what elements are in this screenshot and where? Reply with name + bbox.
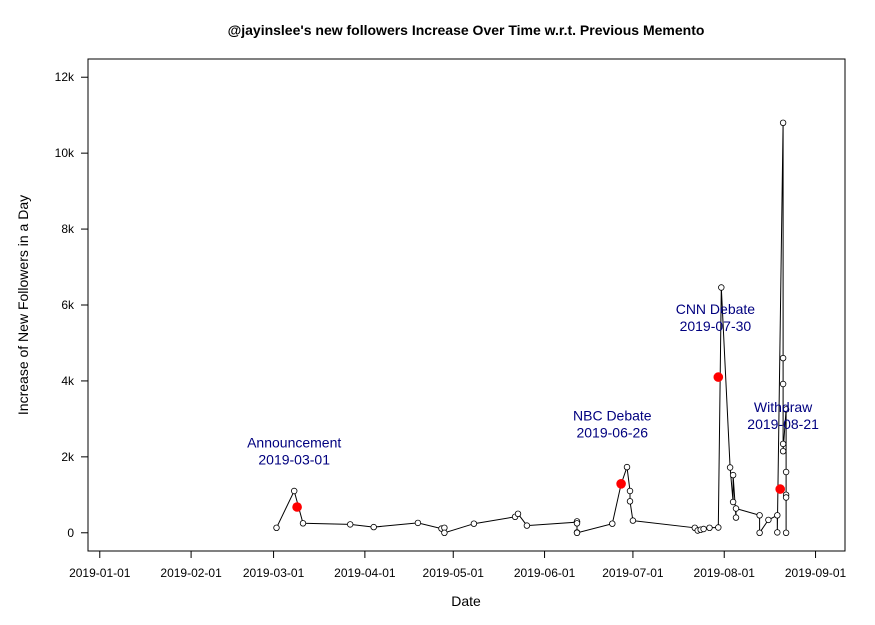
- data-point: [779, 448, 787, 455]
- data-point: [706, 524, 713, 531]
- event-label-date: 2019-08-21: [747, 416, 819, 432]
- data-point: [347, 521, 354, 528]
- x-tick-label: 2019-01-01: [69, 566, 131, 580]
- data-point: [573, 529, 581, 536]
- data-point: [609, 520, 616, 527]
- data-point: [573, 520, 581, 527]
- y-tick-label: 10k: [55, 146, 75, 160]
- data-point: [774, 529, 781, 536]
- y-tick-label: 0: [67, 526, 74, 540]
- x-tick-label: 2019-02-01: [160, 566, 222, 580]
- data-point: [774, 512, 781, 519]
- event-label-title: CNN Debate: [676, 301, 756, 317]
- data-point: [732, 505, 740, 512]
- x-tick-label: 2019-04-01: [334, 566, 396, 580]
- event-label-title: Withdraw: [754, 399, 813, 415]
- event-markers: [292, 372, 785, 512]
- y-tick-label: 2k: [61, 450, 75, 464]
- event-marker: [616, 479, 626, 489]
- chart-title: @jayinslee's new followers Increase Over…: [228, 22, 705, 38]
- x-tick-label: 2019-08-01: [694, 566, 756, 580]
- y-tick-label: 6k: [61, 298, 75, 312]
- event-label-date: 2019-06-26: [576, 425, 648, 441]
- data-point: [729, 471, 737, 479]
- data-point: [779, 119, 787, 126]
- event-label-title: Announcement: [247, 434, 341, 450]
- data-point: [726, 464, 734, 471]
- data-point: [782, 468, 790, 476]
- data-point: [700, 525, 707, 533]
- data-point: [273, 524, 280, 531]
- data-point: [414, 519, 422, 527]
- data-point: [779, 354, 787, 362]
- event-label-date: 2019-03-01: [258, 451, 330, 467]
- data-point: [756, 529, 763, 536]
- x-axis: 2019-01-01 2019-02-01 2019-03-01 2019-04-01…: [69, 550, 847, 580]
- data-point: [291, 487, 298, 495]
- x-axis-label: Date: [451, 593, 481, 609]
- event-label-title: NBC Debate: [573, 408, 652, 424]
- data-point: [299, 520, 307, 527]
- y-axis-label: Increase of New Followers in a Day: [15, 195, 31, 415]
- data-point: [715, 524, 722, 531]
- data-point: [629, 517, 637, 524]
- data-point: [782, 529, 790, 536]
- data-point: [523, 522, 531, 529]
- x-tick-label: 2019-07-01: [602, 566, 664, 580]
- y-tick-label: 4k: [61, 374, 75, 388]
- y-axis: 0 2k 4k 6k 8k 10k 12k: [55, 70, 89, 540]
- y-tick-label: 12k: [55, 70, 75, 84]
- data-point: [779, 440, 787, 448]
- data-point: [370, 523, 377, 531]
- x-tick-label: 2019-09-01: [785, 566, 847, 580]
- data-point: [623, 463, 631, 471]
- data-point: [626, 487, 634, 495]
- event-label-date: 2019-07-30: [680, 318, 752, 334]
- data-point: [514, 510, 522, 517]
- data-point: [626, 498, 634, 505]
- event-marker: [775, 484, 785, 494]
- data-point: [779, 380, 787, 388]
- event-marker: [713, 372, 724, 382]
- y-tick-label: 8k: [61, 222, 75, 236]
- data-point: [782, 494, 790, 501]
- data-point: [756, 512, 763, 519]
- x-tick-label: 2019-05-01: [423, 566, 485, 580]
- x-tick-label: 2019-06-01: [514, 566, 576, 580]
- x-tick-label: 2019-03-01: [243, 566, 305, 580]
- data-point: [729, 498, 737, 506]
- data-point: [718, 284, 725, 291]
- event-marker: [292, 502, 302, 512]
- series-points: [273, 119, 790, 536]
- data-point: [782, 406, 790, 413]
- data-point: [470, 520, 478, 527]
- data-point: [765, 516, 772, 524]
- data-point: [441, 529, 448, 536]
- data-point: [732, 514, 740, 521]
